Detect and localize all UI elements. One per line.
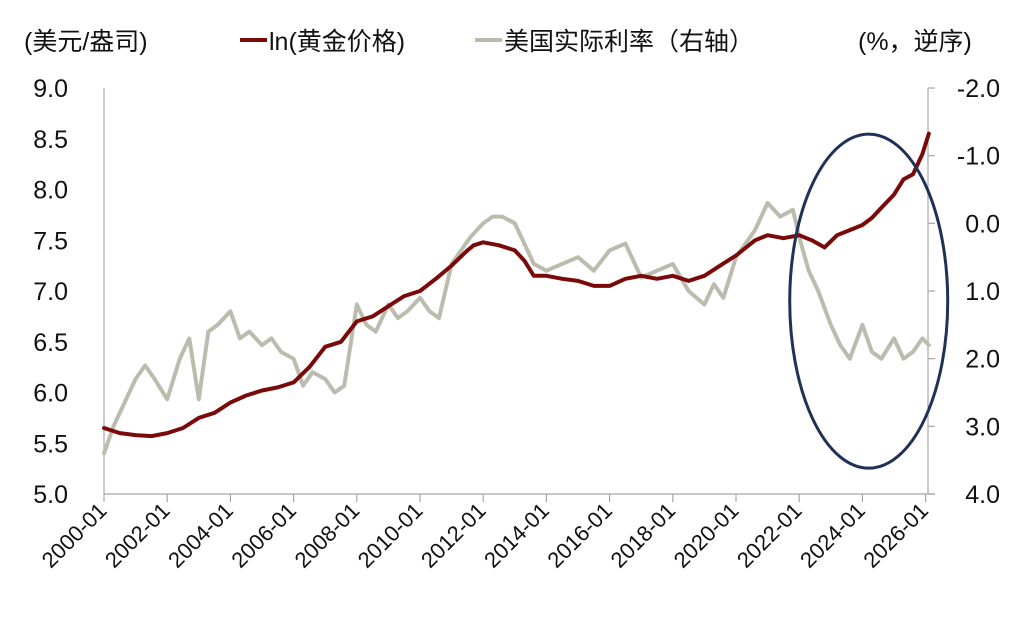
- left-axis-tick-label: 8.5: [33, 126, 68, 154]
- x-axis-tick-label: 2016-01: [542, 498, 617, 573]
- right-axis-tick-label: -2.0: [957, 75, 1000, 103]
- right-axis-tick-label: 0.0: [965, 210, 1000, 238]
- right-axis-tick-label: 4.0: [965, 481, 1000, 509]
- left-axis-tick-label: 8.0: [33, 177, 68, 205]
- series-gold-price-line: [102, 131, 931, 439]
- x-axis-tick-label: 2022-01: [732, 498, 807, 573]
- x-axis-tick-label: 2000-01: [37, 498, 112, 573]
- x-axis-tick-label: 2014-01: [479, 498, 554, 573]
- legend-label-gold-price: ln(黄金价格): [269, 28, 406, 56]
- legend-item-gold-price: ln(黄金价格): [240, 22, 405, 58]
- x-axis-tick-label: 2002-01: [100, 498, 175, 573]
- x-axis-tick-label: 2024-01: [795, 498, 870, 573]
- x-axis-tick-label: 2004-01: [163, 498, 238, 573]
- x-axis-tick-label: 2008-01: [290, 498, 365, 573]
- legend-label-real-rate: 美国实际利率（右轴）: [504, 28, 755, 56]
- x-axis-tick-label: 2010-01: [353, 498, 428, 573]
- left-axis-tick-label: 5.0: [33, 481, 68, 509]
- left-axis-tick-label: 7.5: [33, 227, 68, 255]
- left-axis-tick-label: 5.5: [33, 430, 68, 458]
- x-axis-tick-label: 2026-01: [858, 498, 933, 573]
- x-axis-tick-label: 2012-01: [416, 498, 491, 573]
- left-axis-tick-label: 7.0: [33, 278, 68, 306]
- left-axis-tick-label: 9.0: [33, 75, 68, 103]
- x-axis-tick-label: 2020-01: [669, 498, 744, 573]
- series-real-rate-line: [102, 201, 931, 456]
- chart-axes: 5.0 5.5 6.0 6.5 7.0 7.5 8.0 8.5 9.0 -2.0 -1.0 0.0 1.…: [33, 75, 1000, 573]
- legend-swatch-real-rate-icon: [475, 38, 502, 42]
- legend-item-real-rate: 美国实际利率（右轴）: [475, 22, 754, 58]
- x-axis-tick-label: 2018-01: [606, 498, 681, 573]
- left-axis-tick-label: 6.0: [33, 380, 68, 408]
- right-axis-tick-label: 3.0: [965, 413, 1000, 441]
- left-axis-tick-label: 6.5: [33, 329, 68, 357]
- chart-series: [102, 131, 931, 456]
- right-axis-tick-label: 2.0: [965, 346, 1000, 374]
- left-axis-unit-label: (美元/盎司): [24, 28, 148, 56]
- right-axis-tick-label: 1.0: [965, 278, 1000, 306]
- chart-annotations: [788, 132, 950, 470]
- highlight-ellipse: [788, 132, 950, 470]
- x-axis-tick-label: 2006-01: [226, 498, 301, 573]
- right-axis-unit-label: (%，逆序): [858, 28, 972, 56]
- right-axis-tick-label: -1.0: [957, 143, 1000, 171]
- legend-swatch-gold-icon: [240, 38, 267, 42]
